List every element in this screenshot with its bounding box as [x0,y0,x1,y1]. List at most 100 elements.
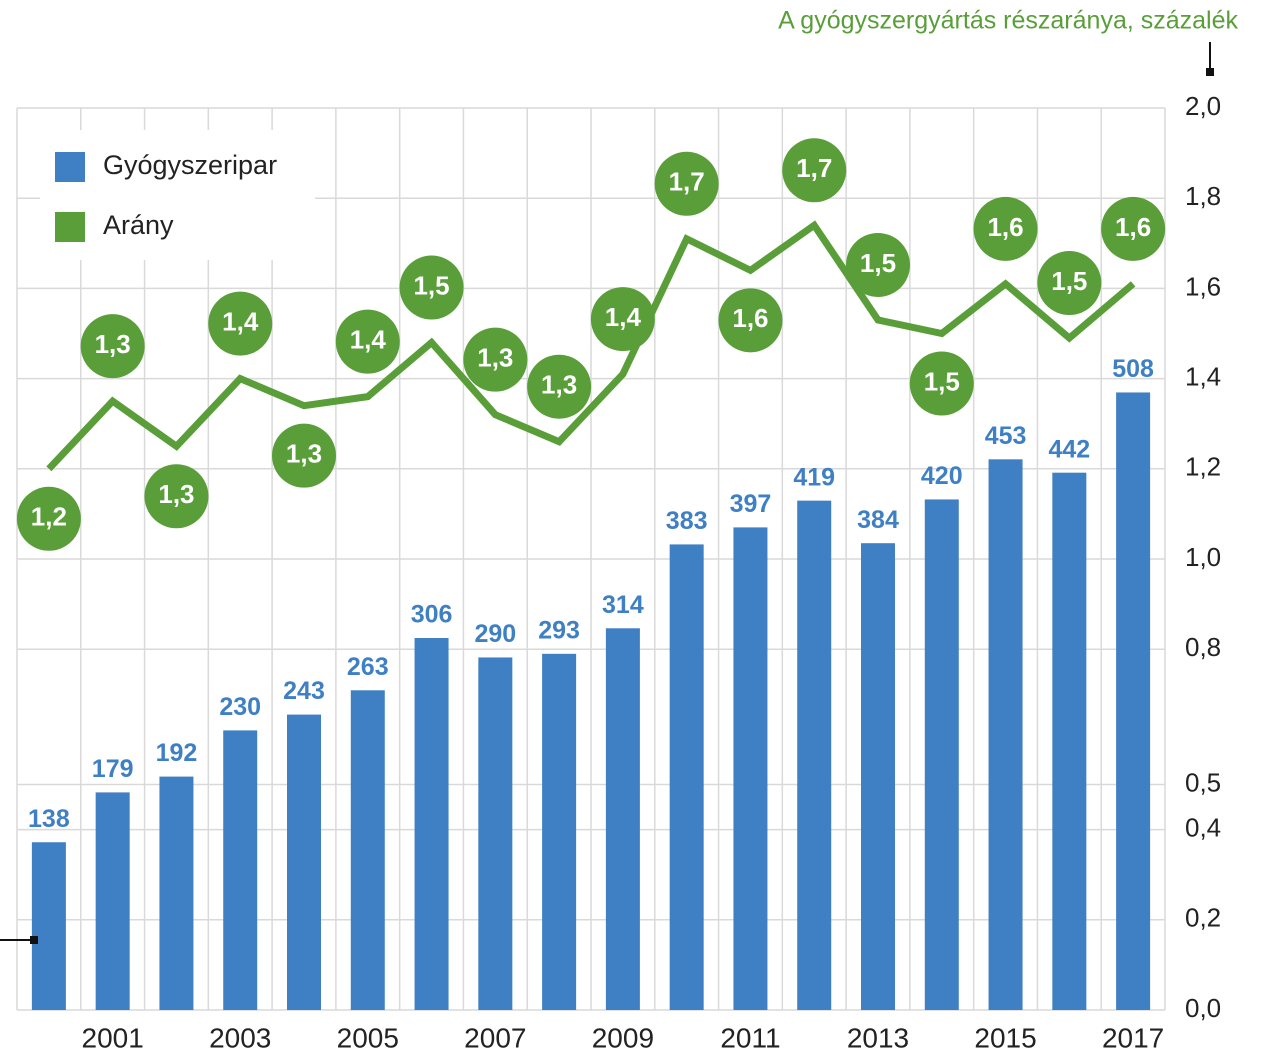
point-value-label: 1,3 [477,343,513,373]
point-label-badge [1101,196,1166,261]
point-label-badge [782,138,847,203]
bar [223,730,258,1010]
y2-axis-title: A gyógyszergyártás részaránya, százalék [778,7,1238,35]
bar [988,459,1023,1010]
y2-tick-label: 0,4 [1185,812,1221,842]
point-label-badge [973,196,1038,261]
bar [95,792,130,1010]
point-value-label: 1,6 [987,212,1023,242]
x-tick-label: 2003 [209,1022,271,1053]
y2-tick-label: 1,6 [1185,271,1221,301]
bar [478,657,513,1010]
x-tick-label: 2009 [592,1022,654,1053]
point-label-badge [144,464,209,529]
x-tick-label: 2011 [720,1022,780,1053]
point-label-badge [527,354,592,419]
bar [1116,392,1151,1010]
point-value-label: 1,7 [669,167,705,197]
point-value-label: 1,3 [158,479,194,509]
bar-value-label: 290 [474,620,516,648]
bar-value-label: 508 [1112,355,1154,383]
bar-value-label: 230 [219,693,261,721]
legend [40,130,315,260]
x-tick-label: 2005 [337,1022,399,1053]
bar-value-label: 192 [156,739,198,767]
x-tick-label: 2007 [464,1022,526,1053]
y2-tick-label: 0,2 [1185,903,1221,933]
bar-value-label: 306 [411,601,453,629]
bar [797,500,832,1010]
bar [733,527,768,1010]
bar [159,776,194,1010]
bar [287,714,321,1010]
bar-value-label: 383 [666,507,708,535]
y2-tick-label: 1,0 [1185,542,1221,572]
point-label-badge [1037,251,1102,316]
line [46,220,1136,472]
bar [31,842,66,1010]
bar [350,690,385,1010]
point-value-label: 1,5 [1051,266,1087,296]
bar-value-label: 453 [985,422,1027,450]
point-value-label: 1,3 [95,329,131,359]
bar-value-label: 442 [1048,435,1090,463]
point-value-label: 1,4 [350,325,387,355]
bar-value-label: 384 [857,506,899,534]
point-label-badge [846,232,910,297]
point-label-badge [16,486,81,551]
x-tick-label: 2017 [1102,1022,1164,1053]
point-value-label: 1,5 [413,270,449,300]
bar-value-label: 263 [347,653,389,681]
bar [924,499,959,1010]
bar-value-label: 138 [28,805,70,833]
x-tick-label: 2013 [847,1022,909,1053]
point-label-badge [654,151,719,216]
legend-swatch [55,152,85,182]
point-value-label: 1,6 [732,303,768,333]
bar [542,653,577,1010]
point-label-badge [80,314,145,379]
y2-tick-label: 0,0 [1185,993,1221,1023]
legend-label: Gyógyszeripar [103,150,277,180]
point-label-badge [909,351,974,416]
point-label-badge [272,423,336,488]
y2-tick-label: 0,5 [1185,767,1221,797]
point-value-label: 1,7 [796,153,832,183]
point-value-label: 1,4 [222,306,259,336]
bar-value-label: 314 [602,591,644,619]
legend-label: Arány [103,210,174,240]
point-label-badge [718,288,783,353]
bar-value-label: 179 [92,755,134,783]
point-label-badge [590,287,655,352]
bar [414,638,449,1010]
bar [861,543,895,1010]
point-value-label: 1,3 [286,439,322,469]
point-value-label: 1,2 [31,502,67,532]
bar [1052,472,1087,1010]
point-label-badge [399,255,464,320]
y2-tick-label: 1,2 [1185,452,1221,482]
y2-tick-label: 1,8 [1185,181,1221,211]
y2-tick-label: 2,0 [1185,91,1221,121]
point-value-label: 1,5 [924,366,960,396]
x-tick-label: 2001 [82,1022,144,1053]
y2-tick-label: 1,4 [1185,361,1221,391]
bar-value-label: 420 [921,462,963,490]
legend-swatch [55,212,85,242]
bar-value-label: 419 [793,463,835,491]
bar [605,628,640,1010]
point-value-label: 1,3 [541,370,577,400]
bar [669,544,704,1010]
bar-value-label: 397 [730,490,772,518]
bar-value-label: 243 [283,677,325,705]
point-label-badge [335,309,400,374]
y2-tick-label: 0,8 [1185,632,1221,662]
pointer [30,936,38,944]
point-label-badge [208,291,273,356]
point-label-badge [463,327,528,392]
x-tick-label: 2015 [974,1022,1036,1053]
point-value-label: 1,4 [605,302,642,332]
point-value-label: 1,5 [860,248,896,278]
bar-value-label: 293 [538,616,580,644]
